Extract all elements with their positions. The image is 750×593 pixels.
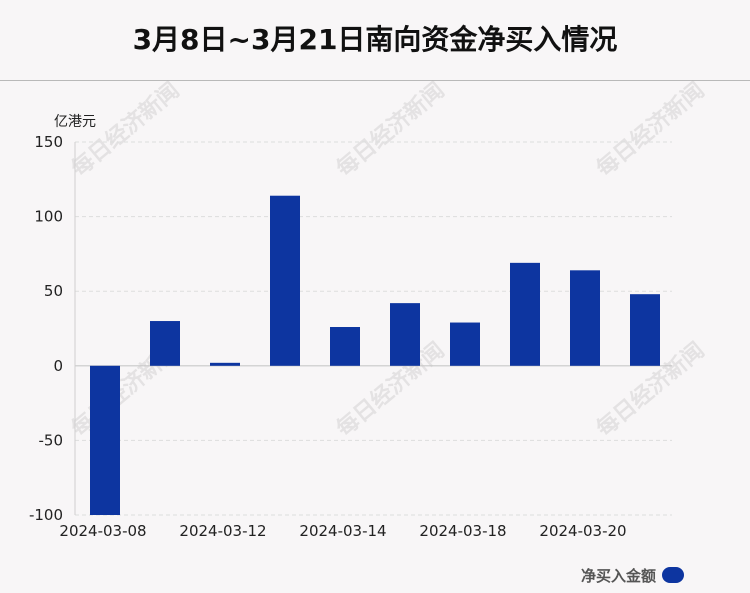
y-axis-unit-label: 亿港元	[54, 114, 96, 130]
x-tick-label: 2024-03-12	[179, 522, 266, 540]
watermark-text: 每日经济新闻	[67, 77, 185, 182]
bar	[450, 322, 480, 366]
y-axis: 150 100 50 0 -50 -100	[29, 133, 76, 524]
y-tick-label: -100	[29, 506, 63, 524]
bar	[210, 362, 240, 366]
bar	[90, 365, 120, 515]
bar	[510, 262, 540, 366]
bar	[270, 195, 300, 366]
x-tick-label: 2024-03-18	[419, 522, 506, 540]
x-tick-label: 2024-03-20	[539, 522, 626, 540]
legend-swatch	[662, 567, 684, 583]
title-divider	[0, 80, 750, 81]
bar	[390, 303, 420, 366]
bar	[150, 321, 180, 366]
watermark-text: 每日经济新闻	[332, 77, 450, 182]
y-tick-label: -50	[39, 431, 64, 449]
bar	[630, 294, 660, 366]
y-tick-label: 50	[44, 282, 63, 300]
watermark-text: 每日经济新闻	[592, 77, 710, 182]
x-tick-label: 2024-03-14	[299, 522, 386, 540]
x-tick-label: 2024-03-08	[59, 522, 146, 540]
y-tick-label: 0	[53, 357, 63, 375]
y-tick-label: 100	[34, 208, 63, 226]
bar	[330, 327, 360, 366]
bars	[90, 195, 660, 515]
bar	[570, 270, 600, 366]
legend: 净买入金额	[580, 566, 684, 585]
chart-title: 3月8日~3月21日南向资金净买入情况	[132, 23, 618, 56]
x-axis: 2024-03-08 2024-03-12 2024-03-14 2024-03-18…	[59, 522, 626, 540]
legend-label: 净买入金额	[580, 566, 656, 585]
y-tick-label: 150	[34, 133, 63, 151]
